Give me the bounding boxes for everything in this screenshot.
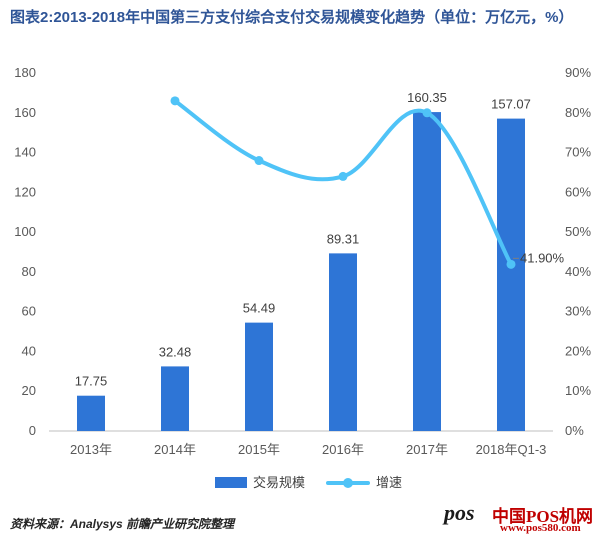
- y-right-tick-label: 20%: [565, 343, 591, 358]
- y-left-tick-label: 100: [14, 224, 36, 239]
- watermark-brand: 中国POS机网: [492, 507, 594, 526]
- chart-svg: 0 20 40 60 80 100 120 140 160 180 0% 10% 20% 30% 40% 50…: [14, 65, 591, 490]
- y-right-tick-label: 50%: [565, 224, 591, 239]
- x-tick-label: 2017年: [406, 442, 448, 457]
- y-right-tick-label: 70%: [565, 145, 591, 160]
- bar-value-label: 32.48: [159, 344, 192, 359]
- bar-value-label: 160.35: [407, 90, 447, 105]
- y-left-tick-label: 180: [14, 65, 36, 80]
- y-right-tick-label: 30%: [565, 304, 591, 319]
- bar: [413, 112, 441, 431]
- y-right-tick-label: 90%: [565, 65, 591, 80]
- bar: [245, 322, 273, 431]
- y-left-tick-label: 40: [22, 343, 36, 358]
- legend-bar-swatch: [215, 477, 247, 488]
- watermark: pos 中国POS机网 www.pos580.com: [444, 500, 594, 538]
- y-left-tick-label: 160: [14, 105, 36, 120]
- y-left-tick-label: 80: [22, 264, 36, 279]
- source-note: 资料来源：Analysys 前瞻产业研究院整理: [10, 517, 235, 531]
- y-right-tick-label: 40%: [565, 264, 591, 279]
- x-tick-label: 2018年Q1-3: [476, 442, 547, 457]
- bar-value-label: 157.07: [491, 97, 531, 112]
- chart-title: 图表2:2013-2018年中国第三方支付综合支付交易规模变化趋势（单位：万亿元…: [10, 9, 574, 26]
- legend-bar-label: 交易规模: [253, 475, 305, 490]
- bar-value-label: 54.49: [243, 301, 276, 316]
- bar: [497, 118, 525, 431]
- line-point-label: 41.90%: [520, 250, 565, 265]
- watermark-url: www.pos580.com: [500, 522, 581, 534]
- growth-point: [170, 96, 180, 106]
- growth-point: [506, 259, 516, 269]
- bar-value-label: 17.75: [75, 374, 108, 389]
- bar-value-label: 89.31: [327, 231, 360, 246]
- x-tick-label: 2015年: [238, 442, 280, 457]
- y-right-tick-label: 60%: [565, 184, 591, 199]
- x-tick-label: 2013年: [70, 442, 112, 457]
- growth-point: [254, 156, 264, 166]
- legend-line-label: 增速: [376, 475, 402, 490]
- y-right-tick-label: 0%: [565, 423, 584, 438]
- bar: [329, 253, 357, 431]
- y-left-tick-label: 140: [14, 145, 36, 160]
- bar: [161, 366, 189, 431]
- x-tick-label: 2016年: [322, 442, 364, 457]
- y-left-tick-label: 20: [22, 383, 36, 398]
- y-left-tick-label: 120: [14, 184, 36, 199]
- y-right-tick-label: 80%: [565, 105, 591, 120]
- legend-line-marker: [343, 478, 353, 488]
- y-right-tick-label: 10%: [565, 383, 591, 398]
- y-left-tick-label: 60: [22, 304, 36, 319]
- growth-point: [422, 108, 432, 118]
- x-tick-label: 2014年: [154, 442, 196, 457]
- growth-line: [173, 98, 513, 267]
- watermark-logo: pos: [444, 500, 475, 525]
- y-left-tick-label: 0: [29, 423, 36, 438]
- bar: [77, 395, 105, 431]
- growth-point: [338, 171, 348, 181]
